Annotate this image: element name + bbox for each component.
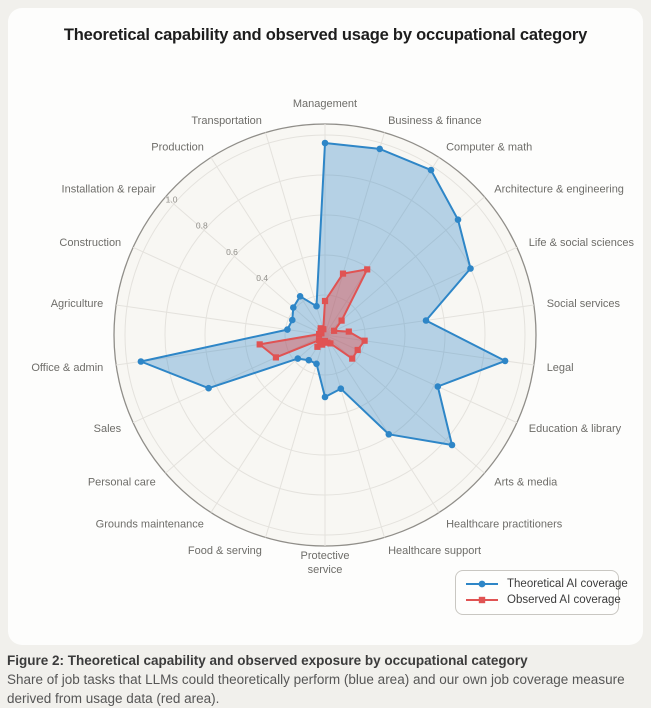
category-label-agriculture: Agriculture [51,298,104,310]
marker-theoretical-ai-coverage-installation-repair [290,304,297,311]
radar-chart: 1.0 0.8 0.6 0.4 Management Business & finance… [31,98,635,576]
grid-spoke [265,132,326,336]
caption-text: Share of job tasks that LLMs could theor… [7,672,625,706]
legend-item-theoretical-ai-coverage: Theoretical AI coverage [464,576,628,592]
marker-theoretical-ai-coverage-grounds-maintenance [305,356,313,364]
category-label-healthcare-practitioners: Healthcare practitioners [446,518,563,530]
marker-observed-ai-coverage-management [321,297,329,305]
category-label-healthcare-support: Healthcare support [388,545,481,557]
marker-theoretical-ai-coverage-life-social-sciences [467,265,474,272]
marker-theoretical-ai-coverage-transportation [313,302,320,310]
grid-spoke [324,334,534,366]
marker-theoretical-ai-coverage-education-library [434,383,442,390]
marker-observed-ai-coverage-grounds-maintenance [314,343,321,350]
radial-tick-label: 0.6 [226,247,238,257]
category-label-construction: Construction [59,237,121,249]
marker-observed-ai-coverage-sales [272,354,279,361]
marker-observed-ai-coverage-architecture-engineering [338,317,345,324]
grid-spoke [324,304,534,336]
marker-observed-ai-coverage-education-library [354,346,361,354]
marker-observed-ai-coverage-arts-media [349,355,356,362]
category-label-sales: Sales [94,423,122,435]
category-label-life-social-sciences: Life & social sciences [529,237,635,249]
category-label-production: Production [151,142,204,154]
marker-observed-ai-coverage-food-serving [319,341,326,348]
marker-observed-ai-coverage-social-services [345,328,352,335]
category-label-architecture-engineering: Architecture & engineering [494,183,624,195]
marker-theoretical-ai-coverage-management [321,139,329,147]
category-label-protective-service: Protective service [301,550,350,576]
grid-spoke [265,334,326,538]
marker-theoretical-ai-coverage-healthcare-support [337,385,345,393]
radial-tick-label: 0.4 [256,273,268,283]
chart-title: Theoretical capability and observed usag… [63,26,588,44]
legend-label-theoretical: Theoretical AI coverage [507,578,628,590]
grid-spoke [324,334,440,513]
category-label-grounds-maintenance: Grounds maintenance [96,518,204,530]
marker-theoretical-ai-coverage-protective-service [321,393,329,401]
marker-theoretical-ai-coverage-arts-media [448,441,456,449]
category-label-installation-repair: Installation & repair [62,183,156,195]
marker-observed-ai-coverage-business-finance [339,270,347,277]
category-label-transportation: Transportation [191,115,262,127]
marker-observed-ai-coverage-protective-service [321,337,329,345]
marker-theoretical-ai-coverage-construction [289,316,296,324]
legend-label-observed: Observed AI coverage [507,594,621,606]
marker-theoretical-ai-coverage-architecture-engineering [454,216,462,223]
category-label-education-library: Education & library [529,423,622,435]
marker-observed-ai-coverage-life-social-sciences [331,327,338,334]
grid-spoke [324,132,385,336]
grid-spoke [210,334,326,513]
figure-caption: Figure 2: Theoretical capability and obs… [7,651,648,708]
category-label-personal-care: Personal care [88,477,156,489]
category-label-legal: Legal [547,362,574,374]
marker-observed-ai-coverage-transportation [320,326,327,333]
marker-theoretical-ai-coverage-legal [501,357,509,365]
category-label-management: Management [293,98,357,110]
grid-spoke [210,157,326,336]
marker-theoretical-ai-coverage-business-finance [376,145,384,153]
category-label-food-serving: Food & serving [188,545,262,557]
marker-theoretical-ai-coverage-personal-care [294,355,302,362]
category-label-arts-media: Arts & media [494,477,558,489]
marker-theoretical-ai-coverage-social-services [422,317,430,324]
category-label-business-finance: Business & finance [388,115,482,127]
marker-observed-ai-coverage-personal-care [315,337,323,344]
radial-tick-label: 0.8 [196,221,208,231]
marker-observed-ai-coverage-legal [361,337,368,344]
marker-observed-ai-coverage-computer-math [364,266,371,273]
chart-legend: Theoretical AI coverage Observed AI cove… [455,570,628,615]
marker-theoretical-ai-coverage-computer-math [427,166,435,174]
legend-item-observed-ai-coverage: Observed AI coverage [464,592,621,608]
caption-title: Figure 2: Theoretical capability and obs… [7,653,528,668]
marker-theoretical-ai-coverage-sales [205,384,212,392]
grid-spoke [324,334,385,538]
marker-observed-ai-coverage-office-admin [256,341,263,348]
marker-theoretical-ai-coverage-production [296,293,304,300]
marker-theoretical-ai-coverage-food-serving [313,360,320,368]
marker-theoretical-ai-coverage-office-admin [137,358,145,365]
legend-line-square-marker-icon [466,596,498,604]
legend-line-circle-marker-icon [466,580,498,588]
grid-spoke [324,157,440,336]
grid-spoke [165,196,326,336]
marker-theoretical-ai-coverage-agriculture [284,326,291,333]
marker-theoretical-ai-coverage-healthcare-practitioners [385,431,393,438]
radial-tick-label: 1.0 [166,194,178,204]
category-label-office-admin: Office & admin [31,362,103,374]
category-label-computer-math: Computer & math [446,142,532,154]
category-label-social-services: Social services [547,298,621,310]
grid-spoke [324,246,518,336]
